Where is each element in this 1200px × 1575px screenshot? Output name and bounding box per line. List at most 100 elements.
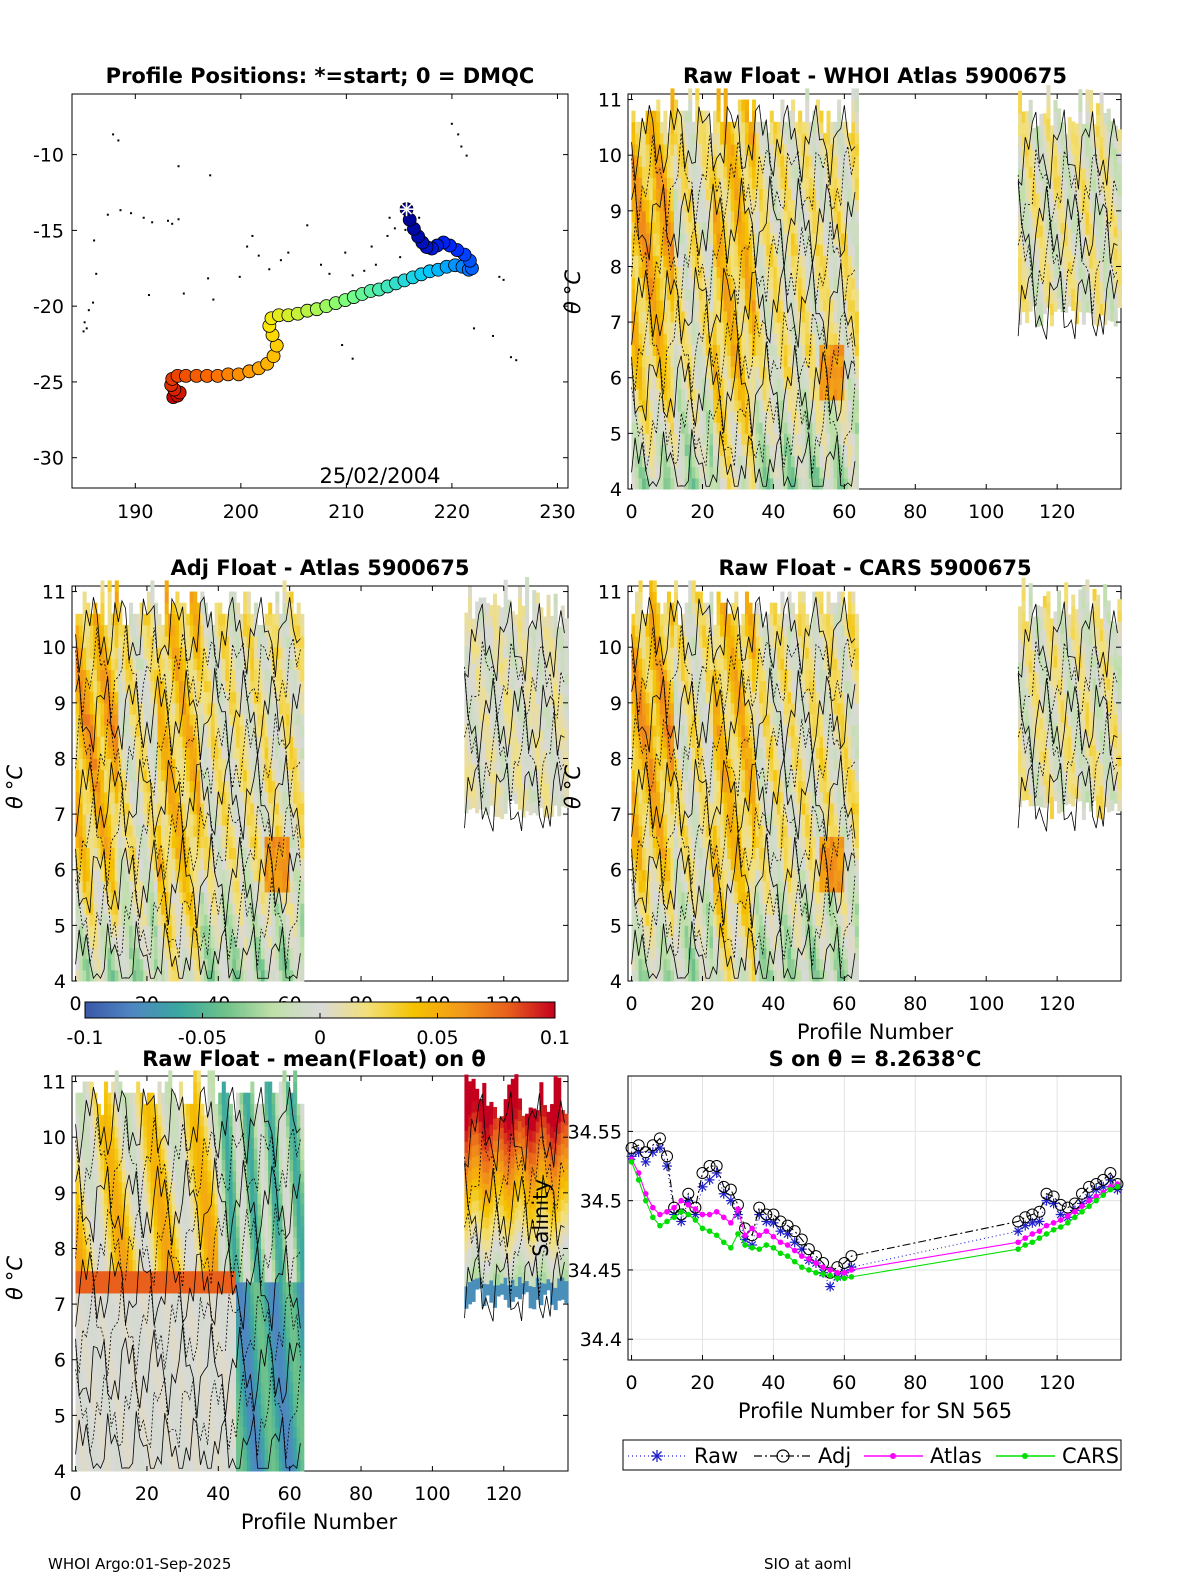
heatmap-cell xyxy=(652,177,657,190)
heatmap-cell xyxy=(153,702,159,715)
heatmap-cell xyxy=(96,624,101,637)
heatmap-cell xyxy=(236,836,241,848)
heatmap-cell xyxy=(652,110,657,123)
heatmap-cell xyxy=(221,702,226,715)
heatmap-cell xyxy=(193,725,198,737)
heatmap-cell xyxy=(200,858,205,871)
heatmap-cell xyxy=(1074,167,1079,180)
heatmap-cell xyxy=(645,221,650,234)
heatmap-cell xyxy=(854,210,859,223)
heatmap-cell xyxy=(182,802,187,815)
heatmap-cell xyxy=(794,455,799,468)
heatmap-cell xyxy=(1021,256,1026,268)
heatmap-cell xyxy=(815,366,820,379)
heatmap-cell xyxy=(86,869,91,882)
heatmap-cell xyxy=(709,177,714,190)
heatmap-cell xyxy=(189,736,194,748)
heatmap-cell xyxy=(161,969,166,982)
heatmap-cell xyxy=(645,310,650,323)
heatmap-cell xyxy=(136,647,141,659)
heatmap-cell xyxy=(207,669,212,682)
heatmap-cell xyxy=(214,736,219,748)
heatmap-cell xyxy=(93,736,98,748)
heatmap-cell xyxy=(723,366,728,379)
heatmap-cell xyxy=(118,702,123,715)
heatmap-cell xyxy=(146,936,151,949)
heatmap-cell xyxy=(143,969,148,982)
heatmap-cell xyxy=(264,814,269,826)
heatmap-cell xyxy=(705,377,710,390)
heatmap-cell xyxy=(196,636,201,648)
heatmap-cell xyxy=(200,669,205,682)
heatmap-cell xyxy=(656,422,661,434)
heatmap-cell xyxy=(815,266,820,279)
heatmap-cell xyxy=(1053,99,1058,112)
heatmap-cell xyxy=(805,88,810,101)
heatmap-cell xyxy=(801,288,806,301)
heatmap-cell xyxy=(203,658,208,670)
heatmap-cell xyxy=(1092,146,1097,158)
heatmap-cell xyxy=(136,936,141,949)
heatmap-cell xyxy=(214,847,219,860)
heatmap-cell xyxy=(748,144,753,156)
heatmap-cell xyxy=(118,914,123,926)
heatmap-cell xyxy=(695,144,700,156)
heatmap-cell xyxy=(86,814,91,826)
heatmap-cell xyxy=(82,691,87,704)
heatmap-cell xyxy=(125,769,130,782)
heatmap-cell xyxy=(114,825,119,837)
heatmap-cell xyxy=(631,255,636,267)
heatmap-cell xyxy=(89,658,94,670)
heatmap-cell xyxy=(783,221,789,234)
heatmap-cell xyxy=(243,736,248,748)
heatmap-cell xyxy=(1088,156,1094,169)
heatmap-cell xyxy=(221,947,226,960)
heatmap-cell xyxy=(168,636,173,648)
heatmap-cell xyxy=(1092,257,1097,270)
heatmap-cell xyxy=(1053,255,1058,268)
heatmap-cell xyxy=(193,958,198,971)
heatmap-cell xyxy=(132,769,137,782)
heatmap-cell xyxy=(125,747,130,759)
heatmap-cell xyxy=(121,914,126,926)
heatmap-cell xyxy=(182,836,187,848)
heatmap-cell xyxy=(75,925,80,937)
heatmap-cell xyxy=(663,166,668,178)
heatmap-cell xyxy=(812,188,817,201)
heatmap-cell xyxy=(741,166,746,178)
heatmap-cell xyxy=(780,388,785,401)
positions-title: Profile Positions: *=start; 0 = DMQC xyxy=(106,64,535,88)
heatmap-cell xyxy=(1049,258,1055,271)
heatmap-cell xyxy=(1035,148,1040,161)
heatmap-cell xyxy=(86,969,91,982)
heatmap-cell xyxy=(659,210,664,223)
heatmap-cell xyxy=(652,221,657,234)
heatmap-cell xyxy=(798,466,803,479)
heatmap-cell xyxy=(1067,139,1072,151)
heatmap-cell xyxy=(755,199,760,212)
heatmap-cell xyxy=(755,177,760,190)
heatmap-cell xyxy=(246,969,251,982)
heatmap-cell xyxy=(776,444,781,457)
heatmap-cell xyxy=(780,444,785,457)
heatmap-cell xyxy=(730,155,735,167)
heatmap-cell xyxy=(96,758,101,771)
heatmap-cell xyxy=(228,647,233,659)
contour-line xyxy=(631,429,856,488)
heatmap-cell xyxy=(139,869,144,882)
heatmap-cell xyxy=(239,858,244,871)
heatmap-cell xyxy=(819,422,824,434)
heatmap-cell xyxy=(752,355,757,368)
heatmap-cell xyxy=(1032,261,1037,274)
heatmap-cell xyxy=(1085,200,1090,213)
heatmap-cell xyxy=(794,477,799,490)
heatmap-cell xyxy=(264,747,269,759)
heatmap-cell xyxy=(203,725,208,737)
heatmap-cell xyxy=(214,869,219,882)
heatmap-cell xyxy=(111,802,116,815)
heatmap-cell xyxy=(182,691,187,704)
heatmap-cell xyxy=(826,377,831,390)
heatmap-cell xyxy=(1049,192,1055,204)
heatmap-cell xyxy=(723,266,728,279)
heatmap-cell xyxy=(702,233,707,245)
